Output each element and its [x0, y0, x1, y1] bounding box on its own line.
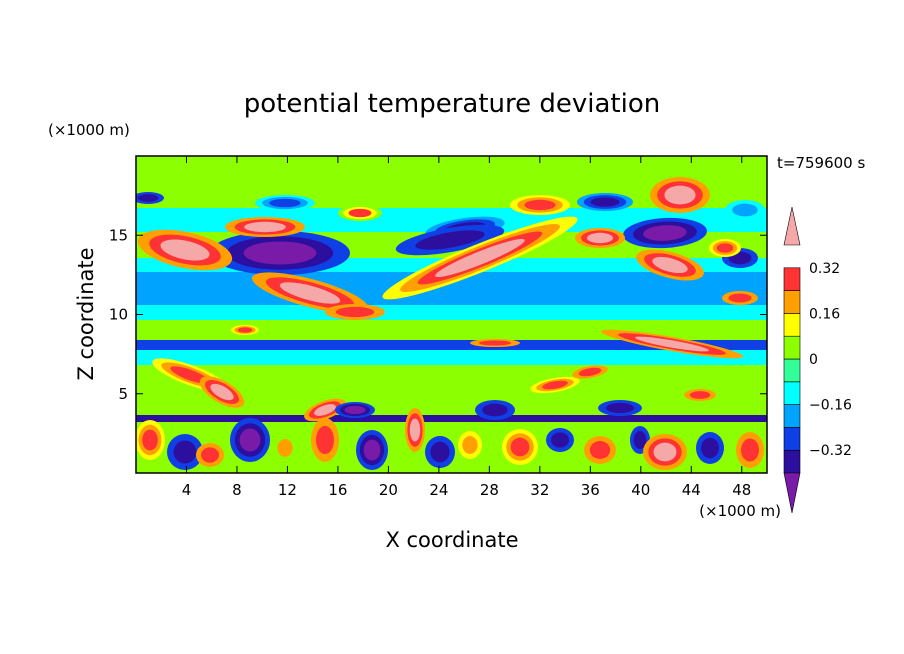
x-tick-label: 8: [232, 481, 242, 499]
colorbar-max-arrow: [783, 206, 801, 246]
boundary-layer-eddy: [239, 428, 261, 452]
contour-patch: [590, 197, 620, 207]
colorbar-label: 0.32: [809, 261, 840, 277]
colorbar-label: 0: [809, 352, 818, 368]
boundary-layer-eddy: [462, 436, 478, 454]
x-tick-label: 44: [682, 481, 701, 499]
colorbar-label: −0.32: [809, 443, 852, 459]
boundary-layer-eddy: [430, 441, 450, 463]
boundary-layer-eddy: [551, 432, 569, 448]
x-tick-label: 28: [480, 481, 499, 499]
warm-filament: [279, 282, 341, 304]
y-axis: 5 10 15: [109, 226, 767, 403]
contour-patch: [210, 383, 234, 401]
warm-filament: [587, 232, 613, 244]
warm-filament: [335, 306, 375, 318]
colorbar-swatch: [783, 404, 801, 428]
boundary-layer-eddy: [653, 442, 677, 462]
x-tick-label: 4: [182, 481, 192, 499]
colorbar-swatch: [783, 381, 801, 405]
contour-patch: [314, 404, 336, 416]
contour-patch: [479, 340, 511, 346]
x-tick-label: 36: [581, 481, 600, 499]
boundary-layer-eddy: [633, 431, 647, 449]
contour-patch: [664, 185, 696, 205]
negative-core: [415, 230, 485, 250]
colorbar-swatch: [783, 267, 801, 291]
time-label: t=759600 s: [777, 154, 865, 172]
warm-filament: [652, 256, 688, 274]
colorbar-label: 0.16: [809, 306, 840, 322]
y-unit-label: (×1000 m): [48, 121, 130, 139]
contour-patch: [237, 327, 253, 333]
x-tick-label: 40: [631, 481, 650, 499]
negative-core: [482, 403, 508, 417]
boundary-layer-eddy: [173, 440, 197, 464]
boundary-layer-eddy: [589, 441, 611, 459]
y-tick-label: 10: [109, 306, 128, 324]
colorbar-min-arrow: [783, 472, 801, 514]
contour-patch: [578, 367, 602, 377]
boundary-layer-eddy: [741, 438, 759, 462]
boundary-layer-eddy: [316, 425, 334, 455]
contour-patch: [137, 194, 159, 202]
x-tick-label: 32: [530, 481, 549, 499]
colorbar-swatch: [783, 313, 801, 337]
x-tick-label: 24: [429, 481, 448, 499]
warm-filament: [244, 221, 286, 233]
x-unit-label: (×1000 m): [699, 502, 781, 520]
contour-field: [136, 156, 767, 473]
boundary-layer-eddy: [701, 437, 719, 459]
contour-patch: [542, 380, 568, 390]
x-tick-label: 20: [379, 481, 398, 499]
contour-patch: [689, 391, 711, 399]
low-cyan-band: [136, 350, 767, 365]
x-tick-label: 12: [278, 481, 297, 499]
y-tick-label: 5: [118, 385, 128, 403]
negative-core: [643, 225, 687, 241]
contour-patch: [524, 199, 556, 211]
warm-filament: [435, 238, 525, 278]
y-axis-label: Z coordinate: [74, 247, 98, 380]
contour-patch: [170, 366, 210, 384]
chart-title: potential temperature deviation: [244, 89, 660, 119]
x-axis-label: X coordinate: [385, 528, 518, 552]
x-tick-label: 16: [328, 481, 347, 499]
boundary-layer-eddy: [201, 447, 219, 463]
warm-filament: [160, 239, 210, 261]
colorbar-swatch: [783, 427, 801, 451]
contour-patch: [732, 203, 758, 217]
x-tick-label: 48: [732, 481, 751, 499]
warm-filament: [716, 243, 734, 253]
colorbar-swatch: [783, 358, 801, 383]
negative-core: [243, 241, 317, 265]
boundary-layer-eddy: [409, 418, 421, 442]
contour-patch: [348, 208, 372, 218]
x-axis: 4 8 12 16 20 24 28 32 36 40 44 48: [182, 156, 751, 499]
boundary-layer-eddy: [363, 439, 381, 461]
thin-blue-layer: [136, 340, 767, 350]
negative-core: [605, 402, 635, 414]
colorbar-swatch: [783, 290, 801, 314]
colorbar-swatch: [783, 449, 801, 474]
y-tick-label: 15: [109, 226, 128, 244]
colorbar-label: −0.16: [809, 398, 852, 414]
negative-core: [344, 405, 366, 415]
colorbar: 0.32 0.16 0 −0.16 −0.32: [783, 206, 852, 514]
boundary-layer-eddy: [277, 439, 293, 457]
warm-filament: [635, 336, 709, 352]
contour-patch: [269, 198, 301, 208]
boundary-layer-eddy: [510, 437, 530, 457]
colorbar-swatch: [783, 335, 801, 360]
boundary-layer-eddy: [142, 429, 158, 451]
warm-filament: [728, 293, 752, 303]
inversion-dark-layer: [136, 415, 767, 422]
